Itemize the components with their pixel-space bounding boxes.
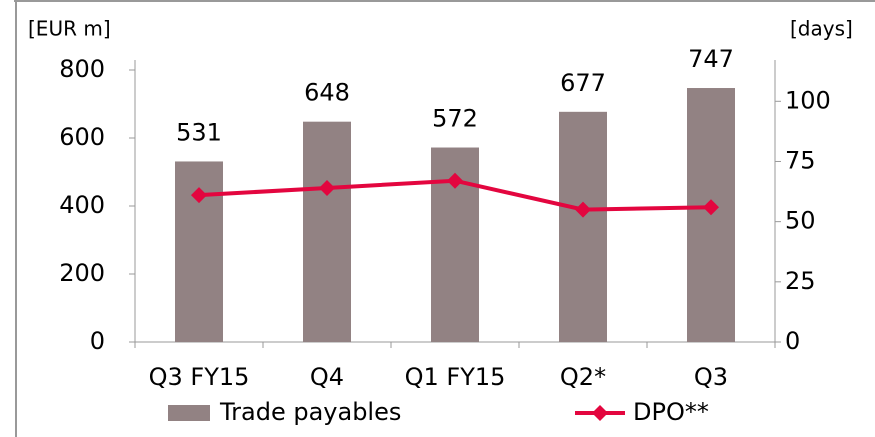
y-axis-label: [EUR m] [28,17,111,41]
bar [303,121,351,343]
y2-tick-label: 50 [785,207,816,235]
legend-marker [592,405,608,421]
data-label: 747 [688,45,734,73]
marker [191,187,207,204]
y2-tick-label: 0 [785,327,800,355]
y-tick-label: 400 [59,191,105,219]
legend-label: Trade payables [219,398,401,426]
y2-tick-label: 100 [785,86,831,114]
x-tick-label: Q1 FY15 [405,363,506,391]
legend-label: DPO** [633,398,709,426]
y-tick-label: 0 [90,327,105,355]
x-tick-label: Q2* [560,363,606,391]
y2-tick-label: 25 [785,267,816,295]
y-tick-label: 200 [59,259,105,287]
marker [447,172,463,189]
y-tick-label: 800 [59,55,105,83]
marker [703,199,719,216]
marker [319,179,335,196]
data-label: 648 [304,79,350,107]
x-tick-label: Q4 [310,363,344,391]
y2-axis-label: [days] [790,17,853,41]
bar [559,111,607,342]
data-label: 677 [560,69,606,97]
x-tick-label: Q3 FY15 [149,363,250,391]
y2-tick-label: 75 [785,146,816,174]
legend-swatch [168,405,210,421]
x-tick-label: Q3 [694,363,728,391]
y-tick-label: 600 [59,123,105,151]
marker [575,201,591,218]
data-label: 572 [432,105,478,133]
data-label: 531 [176,118,222,146]
